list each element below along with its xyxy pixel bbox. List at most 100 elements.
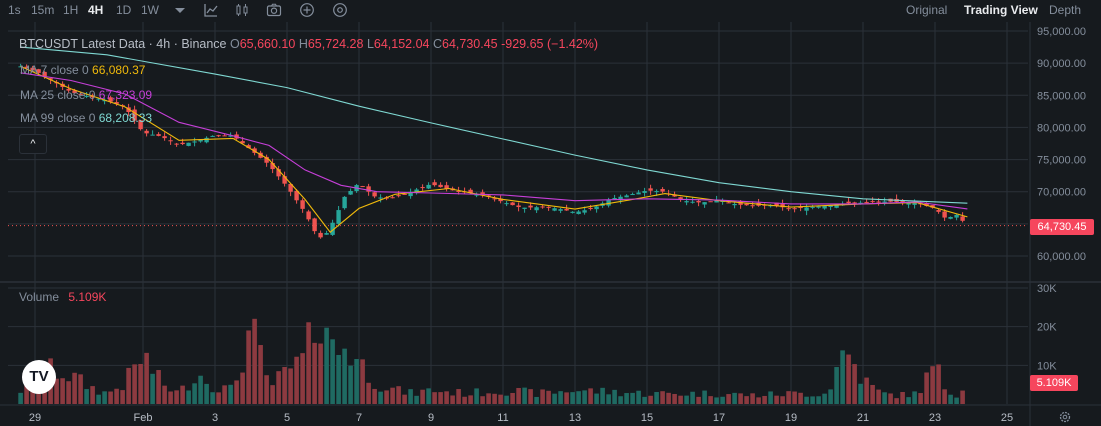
time-tick-label: Feb (134, 412, 153, 424)
candle-body (366, 186, 371, 192)
volume-bar (666, 392, 671, 404)
chevron-down-icon[interactable] (172, 2, 188, 18)
candle-body (552, 208, 557, 211)
chart-legend: BTCUSDT Latest Data · 4h · Binance O65,6… (19, 37, 598, 51)
price-tick-label: 95,000.00 (1037, 26, 1086, 38)
volume-bar (876, 389, 881, 404)
interval-1w[interactable]: 1W (141, 3, 159, 17)
volume-bar (156, 370, 161, 404)
ma99-label: MA 99 close 0 (20, 111, 96, 125)
plus-circle-icon[interactable] (299, 2, 315, 18)
candle-body (42, 71, 47, 77)
candle-body (222, 135, 227, 137)
tradingview-logo-icon[interactable]: TV (22, 360, 56, 394)
candle-body (744, 203, 749, 206)
candle-body (306, 211, 311, 220)
volume-bar (168, 391, 173, 404)
interval-4h[interactable]: 4H (88, 3, 104, 17)
volume-bar (576, 391, 581, 404)
volume-bar (204, 383, 209, 404)
volume-bar (486, 393, 491, 404)
view-original[interactable]: Original (906, 3, 948, 17)
time-tick-label: 9 (428, 412, 434, 424)
collapse-legend-button[interactable]: ^ (19, 134, 47, 154)
volume-bar (762, 395, 767, 404)
candle-body (948, 217, 953, 219)
volume-bar (288, 368, 293, 404)
candle-body (618, 196, 623, 201)
candle-body (432, 182, 437, 186)
volume-bar (702, 390, 707, 404)
candle-body (144, 130, 149, 134)
volume-value: 5.109K (68, 290, 107, 304)
candle-body (396, 195, 401, 197)
candle-body (954, 214, 959, 218)
candle-body (684, 201, 689, 203)
camera-icon[interactable] (266, 2, 282, 18)
candle-body (678, 197, 683, 200)
chart-type-icon[interactable] (234, 2, 250, 18)
candle-body (750, 205, 755, 207)
candle-body (294, 190, 299, 201)
settings-circle-icon[interactable] (332, 2, 348, 18)
volume-bar (852, 364, 857, 404)
volume-bar (18, 392, 23, 404)
candle-body (426, 184, 431, 189)
time-tick-label: 17 (713, 412, 725, 424)
ma25-legend: MA 25 close 0 67,323.09 (20, 88, 152, 102)
candle-body (108, 97, 113, 102)
candle-body (456, 191, 461, 193)
candle-body (864, 201, 869, 203)
volume-bar (444, 391, 449, 404)
candle-body (30, 67, 35, 71)
view-trading-view[interactable]: Trading View (964, 3, 1038, 17)
volume-bar (480, 396, 485, 404)
candle-body (312, 218, 317, 232)
gear-icon[interactable] (1058, 410, 1072, 424)
volume-bar (540, 389, 545, 404)
volume-bar (960, 390, 965, 404)
interval-15m[interactable]: 15m (31, 3, 55, 17)
candle-body (78, 93, 83, 95)
volume-bar (60, 378, 65, 404)
indicators-icon[interactable] (203, 2, 219, 18)
candle-body (612, 198, 617, 200)
ma99-line (20, 46, 968, 204)
last-volume-tag: 5.109K (1030, 375, 1078, 391)
volume-bar (564, 392, 569, 404)
ma25-label: MA 25 close 0 (20, 88, 96, 102)
volume-bar (846, 354, 851, 404)
candle-body (660, 188, 665, 192)
candle-body (504, 203, 509, 205)
candle-body (414, 189, 419, 194)
candle-body (168, 140, 173, 142)
volume-bar (888, 393, 893, 404)
volume-bar (624, 393, 629, 404)
view-depth[interactable]: Depth (1049, 3, 1082, 17)
chart-title: BTCUSDT Latest Data · 4h · Binance (19, 37, 227, 51)
volume-bar (954, 397, 959, 404)
interval-1h[interactable]: 1H (63, 3, 79, 17)
volume-bar (816, 396, 821, 404)
volume-bar (792, 391, 797, 404)
volume-bar (588, 388, 593, 404)
candle-body (816, 206, 821, 208)
candle-body (942, 211, 947, 218)
volume-bar (456, 389, 461, 404)
volume-bar (504, 395, 509, 404)
volume-bar (366, 382, 371, 404)
candle-body (624, 195, 629, 198)
last-price-tag: 64,730.45 (1030, 219, 1094, 235)
interval-1d[interactable]: 1D (116, 3, 132, 17)
volume-bar (108, 391, 113, 404)
candle-body (606, 200, 611, 206)
candle-body (36, 69, 41, 73)
volume-bar (432, 392, 437, 404)
interval-1s[interactable]: 1s (8, 3, 21, 17)
volume-bar (192, 383, 197, 404)
volume-bar (468, 395, 473, 404)
volume-bar (150, 373, 155, 404)
candle-body (84, 95, 89, 97)
volume-bar (312, 342, 317, 404)
